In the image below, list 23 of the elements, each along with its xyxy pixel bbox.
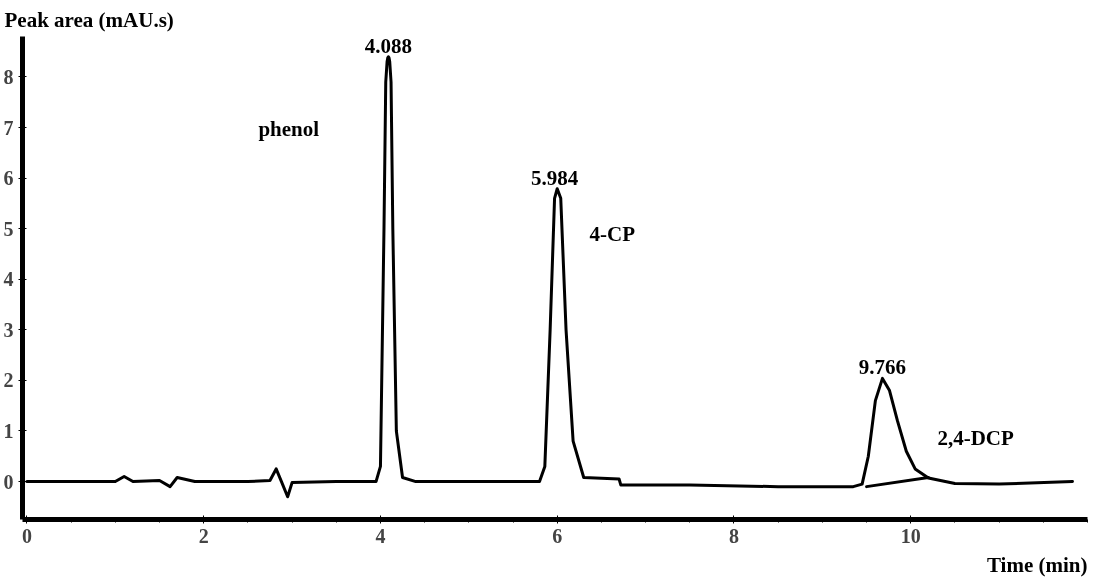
annotation: 4.088 [364, 33, 413, 58]
y-axis-title: Peak area (mAU.s) [4, 7, 174, 32]
annotation: 9.766 [858, 355, 907, 380]
annotation: phenol [258, 116, 320, 141]
x-tick-label: 4 [375, 524, 386, 547]
x-tick-label: 6 [552, 524, 563, 547]
x-tick-label: 8 [728, 524, 739, 547]
x-tick-label: 10 [900, 524, 921, 547]
annotation: 5.984 [530, 165, 579, 190]
y-tick-label: 4 [3, 268, 14, 291]
annotation: 4-CP [589, 221, 636, 246]
y-tick-label: 8 [3, 65, 14, 88]
y-tick-label: 6 [3, 167, 14, 190]
x-tick-label: 0 [21, 524, 32, 547]
y-tick-label: 2 [3, 369, 14, 392]
y-tick-label: 1 [3, 419, 14, 442]
y-tick-label: 3 [3, 318, 14, 341]
annotation: 2,4-DCP [937, 426, 1015, 451]
x-tick-label: 2 [198, 524, 209, 547]
y-tick-label: 7 [3, 116, 14, 139]
y-tick-label: 5 [3, 217, 14, 240]
y-tick-label: 0 [3, 470, 14, 493]
x-axis-title: Time (min) [986, 552, 1088, 577]
